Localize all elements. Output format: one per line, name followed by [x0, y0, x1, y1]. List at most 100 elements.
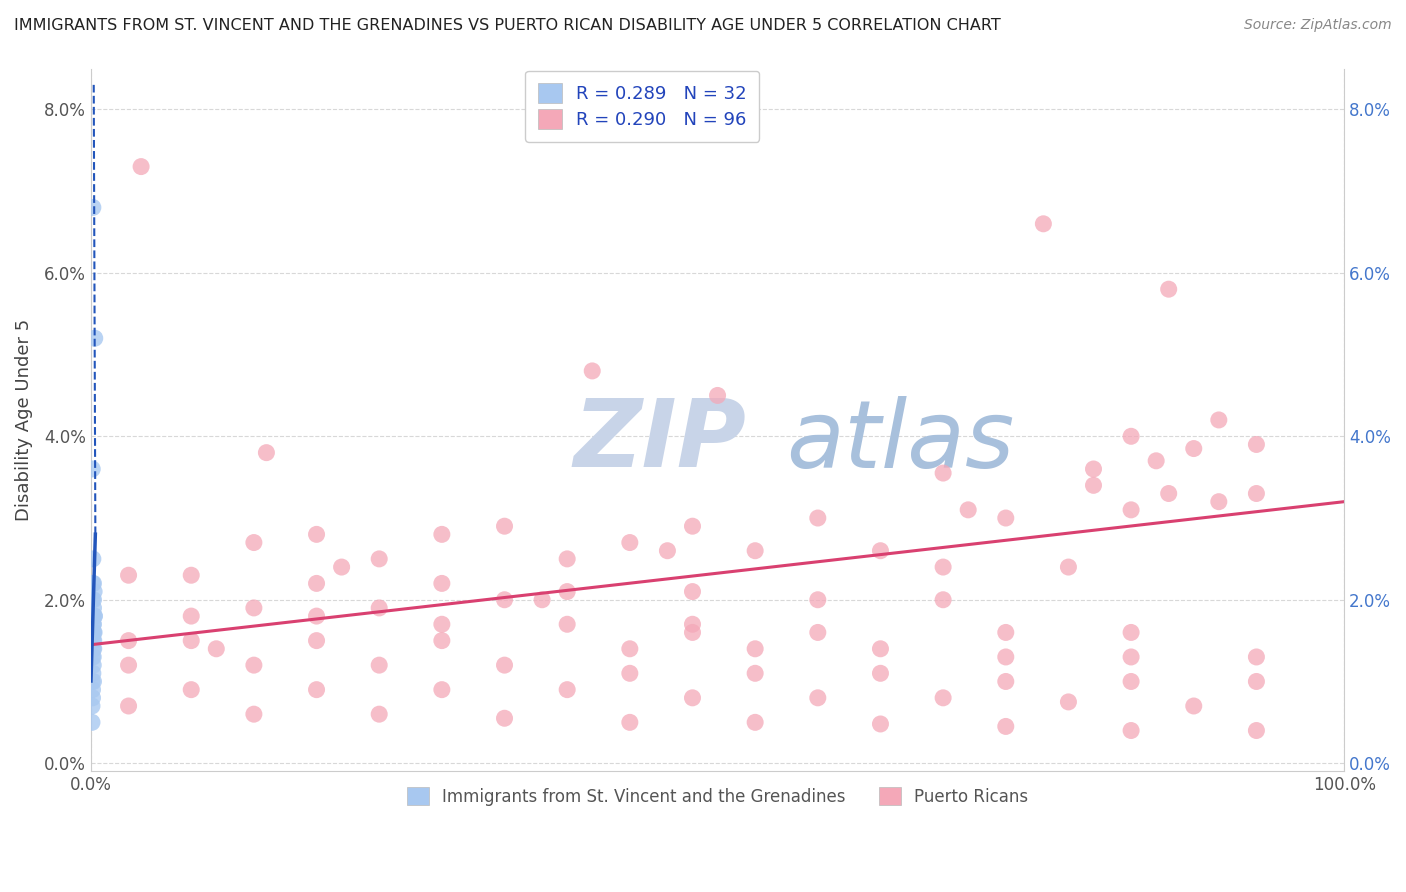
Point [555, 617, 578, 632]
Point [368, 601, 391, 615]
Point [869, 543, 891, 558]
Point [83, 625, 105, 640]
Point [1119, 429, 1142, 443]
Point [305, 682, 328, 697]
Y-axis label: Disability Age Under 5: Disability Age Under 5 [15, 318, 32, 521]
Point [430, 682, 453, 697]
Point [1157, 282, 1180, 296]
Point [1246, 723, 1268, 738]
Point [619, 666, 641, 681]
Point [932, 560, 955, 574]
Point [1119, 674, 1142, 689]
Point [1119, 625, 1142, 640]
Point [581, 364, 603, 378]
Point [1083, 462, 1105, 476]
Point [82, 592, 104, 607]
Point [869, 717, 891, 731]
Point [1246, 437, 1268, 451]
Point [82, 552, 104, 566]
Point [330, 560, 353, 574]
Point [994, 625, 1017, 640]
Point [180, 568, 202, 582]
Point [83, 641, 105, 656]
Point [1032, 217, 1054, 231]
Point [744, 715, 766, 730]
Point [994, 674, 1017, 689]
Point [83, 331, 105, 345]
Point [619, 535, 641, 549]
Point [744, 641, 766, 656]
Point [82, 592, 104, 607]
Point [82, 633, 104, 648]
Point [83, 609, 105, 624]
Point [1246, 486, 1268, 500]
Point [305, 527, 328, 541]
Point [932, 592, 955, 607]
Point [83, 609, 105, 624]
Point [243, 601, 266, 615]
Point [531, 592, 554, 607]
Point [180, 633, 202, 648]
Legend: Immigrants from St. Vincent and the Grenadines, Puerto Ricans: Immigrants from St. Vincent and the Gren… [396, 777, 1038, 816]
Point [82, 601, 104, 615]
Point [807, 511, 830, 525]
Point [1057, 695, 1080, 709]
Text: Source: ZipAtlas.com: Source: ZipAtlas.com [1244, 18, 1392, 32]
Point [83, 584, 105, 599]
Point [243, 535, 266, 549]
Point [82, 666, 104, 681]
Point [430, 633, 453, 648]
Point [682, 519, 704, 533]
Point [82, 625, 104, 640]
Point [1144, 454, 1167, 468]
Point [82, 650, 104, 665]
Point [305, 633, 328, 648]
Point [305, 576, 328, 591]
Point [82, 641, 104, 656]
Point [706, 388, 728, 402]
Point [1208, 494, 1230, 508]
Point [494, 711, 516, 725]
Point [117, 568, 139, 582]
Point [82, 682, 104, 697]
Point [430, 527, 453, 541]
Point [82, 462, 104, 476]
Point [994, 511, 1017, 525]
Text: ZIP: ZIP [574, 395, 747, 487]
Point [117, 633, 139, 648]
Point [807, 690, 830, 705]
Point [80, 715, 103, 730]
Point [494, 592, 516, 607]
Point [82, 576, 104, 591]
Point [180, 682, 202, 697]
Point [82, 617, 104, 632]
Text: IMMIGRANTS FROM ST. VINCENT AND THE GRENADINES VS PUERTO RICAN DISABILITY AGE UN: IMMIGRANTS FROM ST. VINCENT AND THE GREN… [14, 18, 1001, 33]
Point [744, 666, 766, 681]
Point [994, 650, 1017, 665]
Point [682, 625, 704, 640]
Point [744, 543, 766, 558]
Point [129, 160, 152, 174]
Point [254, 445, 277, 459]
Point [430, 617, 453, 632]
Point [1119, 650, 1142, 665]
Point [494, 658, 516, 673]
Point [682, 617, 704, 632]
Point [205, 641, 228, 656]
Point [807, 592, 830, 607]
Point [869, 641, 891, 656]
Point [243, 707, 266, 722]
Point [82, 658, 104, 673]
Point [1246, 674, 1268, 689]
Point [80, 698, 103, 713]
Point [657, 543, 679, 558]
Point [82, 201, 104, 215]
Text: atlas: atlas [786, 395, 1015, 486]
Point [555, 682, 578, 697]
Point [619, 715, 641, 730]
Point [243, 658, 266, 673]
Point [117, 658, 139, 673]
Point [1246, 650, 1268, 665]
Point [1208, 413, 1230, 427]
Point [180, 609, 202, 624]
